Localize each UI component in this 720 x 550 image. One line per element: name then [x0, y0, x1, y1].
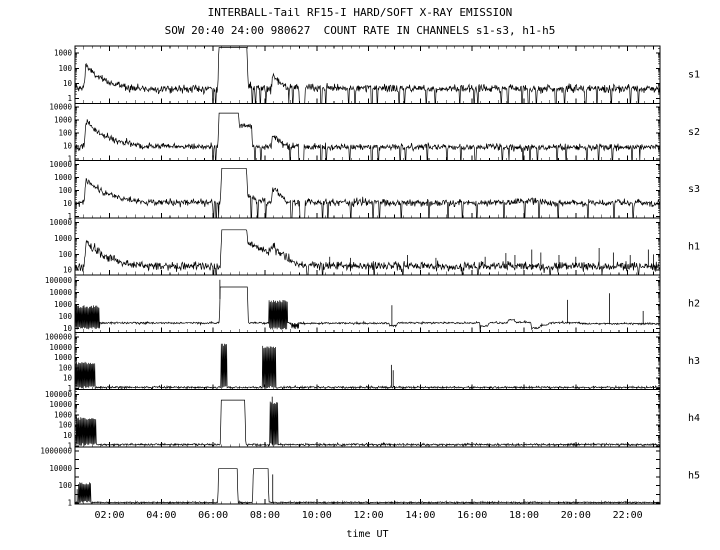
panel-label-s2: s2 — [688, 127, 700, 138]
panel-s2: 1 10 100 1000 10000 s2 — [49, 103, 700, 164]
y-tick-label: 100 — [58, 312, 72, 321]
panel-h5: 1 100 10000 1000000 h5 — [40, 446, 700, 508]
y-tick-label: 1000000 — [40, 446, 72, 455]
y-tick-label: 10000 — [49, 288, 72, 297]
y-tick-label: 100000 — [45, 390, 73, 399]
y-tick-label: 1000 — [54, 353, 73, 362]
y-tick-label: 10000 — [49, 343, 72, 352]
x-tick-label: 04:00 — [146, 510, 176, 521]
series-h2 — [74, 286, 661, 333]
axis-ticks — [75, 160, 660, 218]
x-tick-label: 12:00 — [354, 510, 384, 521]
axis-ticks — [75, 45, 660, 104]
y-tick-label: 100000 — [45, 276, 73, 285]
y-tick-label: 100 — [58, 64, 72, 73]
chart-title: INTERBALL-Tail RF15-I HARD/SOFT X-RAY EM… — [207, 6, 513, 19]
y-tick-label: 10000 — [49, 160, 72, 169]
x-tick-label: 16:00 — [457, 510, 487, 521]
y-tick-label: 1 — [67, 94, 72, 103]
y-tick-label: 1000 — [54, 410, 73, 419]
y-tick-label: 1 — [67, 441, 72, 450]
y-tick-label: 100 — [58, 421, 72, 430]
y-tick-label: 10000 — [49, 218, 72, 227]
x-tick-label: 20:00 — [561, 510, 591, 521]
panel-frame — [74, 446, 661, 505]
x-tick-label: 14:00 — [405, 510, 435, 521]
panel-label-s1: s1 — [688, 70, 700, 81]
panel-label-h4: h4 — [688, 413, 700, 424]
x-axis-title: time UT — [346, 529, 389, 540]
panel-s3: 1 10 100 1000 10000 s3 — [49, 160, 700, 221]
y-tick-label: 10 — [63, 142, 73, 151]
series-s3 — [74, 167, 660, 219]
panel-h1: 10 100 1000 10000 h1 — [49, 217, 700, 276]
y-tick-label: 100 — [58, 250, 72, 259]
y-tick-label: 1 — [67, 499, 72, 508]
y-tick-label: 10000 — [49, 103, 72, 112]
panel-frame — [74, 160, 661, 219]
y-tick-label: 10 — [63, 374, 73, 383]
x-tick-label: 18:00 — [509, 510, 539, 521]
panel-label-h2: h2 — [688, 299, 700, 310]
y-tick-label: 10 — [63, 199, 73, 208]
chart-subtitle: SOW 20:40 24:00 980627 COUNT RATE IN CHA… — [164, 24, 556, 37]
x-tick-label: 06:00 — [198, 510, 228, 521]
x-tick-label: 10:00 — [302, 510, 332, 521]
series-h4 — [74, 399, 661, 448]
y-tick-label: 10000 — [49, 464, 72, 473]
panel-h2: 10 100 1000 10000 100000 h2 — [45, 274, 700, 333]
y-tick-label: 100000 — [45, 333, 73, 342]
y-tick-label: 100 — [58, 186, 72, 195]
y-tick-label: 100 — [58, 129, 72, 138]
panel-frame — [74, 331, 661, 390]
panel-frame — [74, 45, 661, 104]
panel-label-h1: h1 — [688, 241, 700, 252]
axis-ticks — [75, 389, 660, 447]
y-tick-label: 1000 — [54, 234, 73, 243]
x-axis-labels: 02:00 04:00 06:00 08:00 10:00 12:00 14:00 16:00… — [94, 510, 642, 521]
panel-label-h3: h3 — [688, 356, 700, 367]
series-s1 — [74, 47, 661, 104]
series-h3 — [74, 343, 661, 391]
x-tick-label: 08:00 — [250, 510, 280, 521]
series-s2 — [74, 112, 661, 161]
y-tick-label: 10 — [63, 431, 73, 440]
y-tick-label: 1 — [67, 212, 72, 221]
y-tick-label: 1000 — [54, 49, 73, 58]
y-tick-label: 10000 — [49, 400, 72, 409]
axis-ticks — [75, 331, 660, 390]
y-tick-label: 100 — [58, 481, 72, 490]
y-tick-label: 100 — [58, 363, 72, 372]
axis-ticks — [75, 102, 660, 161]
y-tick-label: 10 — [63, 266, 73, 275]
y-tick-label: 10 — [63, 79, 73, 88]
y-tick-label: 1000 — [54, 116, 73, 125]
y-tick-label: 1 — [67, 155, 72, 164]
x-tick-label: 02:00 — [94, 510, 124, 521]
y-tick-label: 10 — [63, 324, 73, 333]
panel-label-s3: s3 — [688, 184, 700, 195]
axis-ticks — [75, 274, 660, 333]
series-h5 — [74, 468, 661, 505]
x-tick-label: 22:00 — [613, 510, 643, 521]
axis-ticks — [75, 450, 660, 504]
series-h1 — [74, 229, 661, 276]
panel-frame — [74, 389, 661, 448]
y-tick-label: 1000 — [54, 173, 73, 182]
panel-s1: 1 10 100 1000 s1 — [54, 45, 700, 104]
y-tick-label: 1000 — [54, 300, 73, 309]
panel-label-h5: h5 — [688, 470, 700, 481]
panel-frame — [74, 102, 661, 161]
y-tick-label: 1 — [67, 384, 72, 393]
